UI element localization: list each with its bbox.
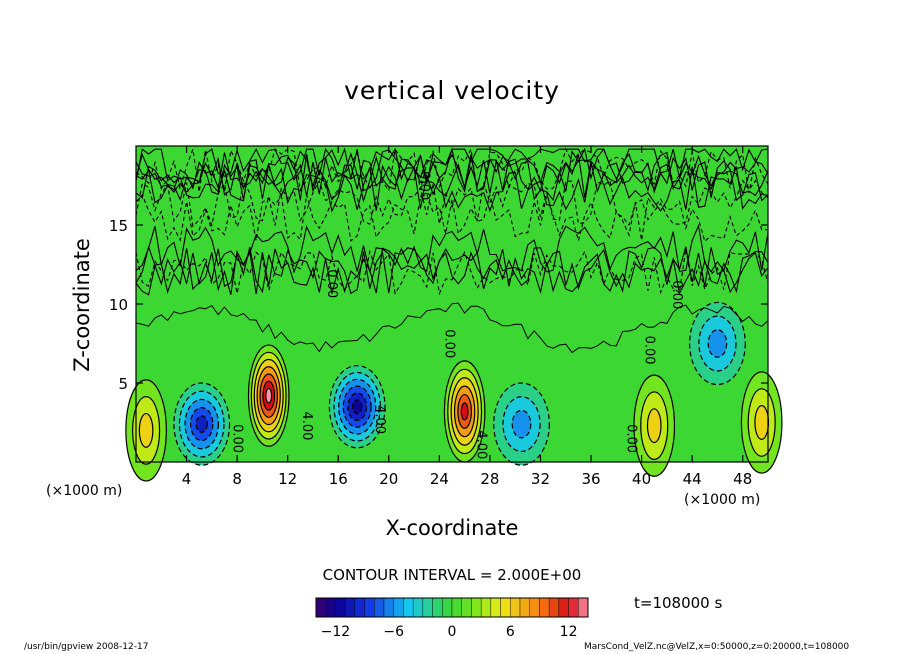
x-unit-label-right: (×1000 m) — [684, 492, 761, 508]
updraft-contour — [265, 387, 273, 404]
colorbar-cell — [325, 597, 336, 618]
colorbar-cell — [471, 597, 482, 618]
zero-contour — [135, 302, 769, 354]
turbulence-contour — [135, 193, 768, 243]
colorbar-tick-label: 0 — [448, 624, 457, 640]
x-unit-label-left: (×1000 m) — [46, 483, 123, 499]
turbulence-contour — [135, 245, 769, 295]
downdraft-contour — [511, 409, 532, 439]
colorbar-cell — [539, 597, 550, 618]
colorbar-cell — [529, 597, 540, 618]
x-tick-label: 12 — [278, 470, 297, 488]
colorbar-cell — [412, 597, 424, 618]
y-tick-label: 10 — [109, 296, 128, 314]
colorbar-cell — [344, 597, 356, 618]
contour-label: 4.00 — [372, 405, 387, 434]
updraft-contour — [138, 412, 154, 448]
colorbar-tick-label: 12 — [560, 624, 578, 640]
x-tick-label: 40 — [632, 470, 651, 488]
x-tick-label: 28 — [480, 470, 499, 488]
colorbar-cell — [422, 597, 433, 618]
turbulence-contour — [135, 147, 769, 193]
time-label: t=108000 s — [634, 594, 723, 612]
colorbar-cell — [354, 597, 365, 618]
colorbar-cell — [480, 597, 492, 618]
contour-label: 4.00 — [473, 430, 488, 459]
contour-label: 0.00 — [641, 336, 656, 365]
colorbar-cell — [383, 597, 394, 618]
contour-label: 0.00 — [624, 424, 639, 453]
colorbar-cell — [490, 597, 501, 618]
colorbar-cell — [335, 597, 346, 618]
colorbar-cell — [364, 597, 375, 618]
turbulence-contour — [135, 147, 769, 193]
x-axis-label: X-coordinate — [385, 516, 519, 540]
turbulence-contour — [135, 248, 769, 296]
colorbar-cell — [500, 597, 511, 618]
updraft-contour — [460, 402, 469, 421]
x-tick-label: 48 — [733, 470, 752, 488]
x-tick-label: 24 — [430, 470, 449, 488]
colorbar-tick-label: −6 — [383, 624, 404, 640]
updraft-contour — [754, 405, 770, 440]
x-tick-label: 36 — [581, 470, 600, 488]
downdraft-contour — [195, 415, 208, 433]
downdraft-contour — [707, 329, 728, 358]
colorbar-cell — [374, 597, 385, 618]
y-tick-label: 5 — [118, 375, 128, 393]
colorbar-cell — [568, 597, 579, 618]
colorbar-tick-label: 6 — [506, 624, 515, 640]
updraft-contour — [646, 408, 662, 444]
colorbar-cell — [403, 597, 414, 618]
turbulence-contour — [135, 163, 769, 213]
x-tick-label: 20 — [379, 470, 398, 488]
x-tick-label: 32 — [531, 470, 550, 488]
colorbar-tick-label: −12 — [321, 624, 351, 640]
colorbar-cell — [519, 597, 530, 618]
x-tick-label: 16 — [329, 470, 348, 488]
contour-label: 0.00 — [229, 424, 244, 453]
x-tick-label: 8 — [232, 470, 242, 488]
downdraft-contour — [351, 399, 363, 415]
colorbar-cell — [558, 597, 569, 618]
colorbar-cell — [461, 597, 472, 618]
contour-label: 0.00 — [442, 329, 457, 358]
y-tick-label: 15 — [109, 217, 128, 235]
turbulence-contour — [135, 179, 769, 228]
colorbar-cell — [451, 597, 462, 618]
colorbar-cell — [442, 597, 453, 618]
contour-label: 4.00 — [299, 411, 314, 440]
footer-left: /usr/bin/gpview 2008-12-17 — [24, 642, 149, 652]
colorbar-cell — [432, 597, 443, 618]
footer-right: MarsCond_VelZ.nc@VelZ,x=0:50000,z=0:2000… — [584, 642, 850, 652]
contour-label: 0.00 — [324, 269, 339, 298]
x-tick-label: 44 — [683, 470, 702, 488]
colorbar-cell — [315, 597, 326, 618]
turbulence-contour — [135, 152, 769, 203]
chart-title: vertical velocity — [344, 76, 560, 105]
contour-label: 0.00 — [669, 280, 684, 309]
colorbar-cell — [548, 597, 560, 618]
x-tick-label: 4 — [182, 470, 192, 488]
colorbar-frame — [315, 597, 589, 618]
contour-interval-label: CONTOUR INTERVAL = 2.000E+00 — [322, 566, 582, 584]
contour-label: 0.00 — [416, 171, 431, 200]
colorbar-cell — [393, 597, 404, 618]
turbulence-contour — [135, 153, 769, 202]
colorbar-cell — [578, 597, 589, 618]
colorbar-cell — [510, 597, 521, 618]
turbulence-contour — [135, 223, 769, 274]
